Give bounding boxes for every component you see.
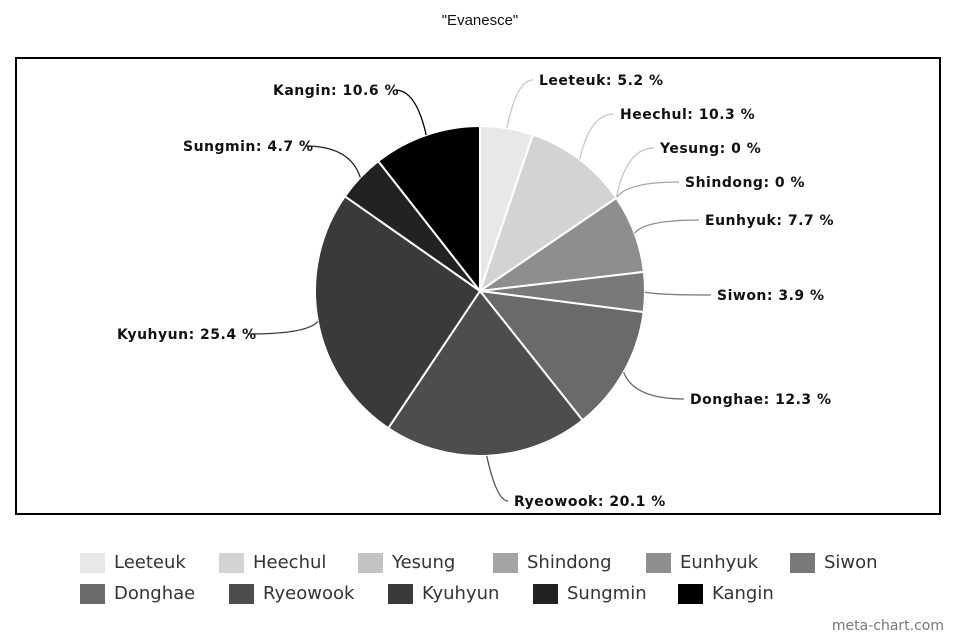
- legend-label: Siwon: [824, 552, 878, 573]
- legend-item-shindong[interactable]: Shindong: [493, 552, 646, 573]
- legend-item-heechul[interactable]: Heechul: [219, 552, 358, 573]
- connector-siwon: [644, 291, 712, 296]
- legend-row: Leeteuk Heechul Yesung Shindong Eunhyuk Siwon: [80, 547, 940, 578]
- legend-item-kangin[interactable]: Kangin: [678, 583, 778, 604]
- legend-label: Kangin: [712, 583, 774, 604]
- data-label-kangin: Kangin: 10.6 %: [273, 83, 399, 99]
- connector-shindong: [615, 181, 680, 199]
- data-label-ryeowook: Ryeowook: 20.1 %: [514, 494, 666, 510]
- legend-swatch: [229, 583, 254, 604]
- connector-ryeowook: [486, 455, 509, 502]
- data-label-heechul: Heechul: 10.3 %: [620, 107, 755, 123]
- watermark: meta-chart.com: [831, 618, 944, 634]
- pie-chart: Leeteuk: 5.2 % Heechul: 10.3 % Yesung: 0 %…: [117, 73, 834, 510]
- legend-item-donghae[interactable]: Donghae: [80, 583, 229, 604]
- legend-swatch: [80, 552, 105, 573]
- data-label-sungmin: Sungmin: 4.7 %: [183, 139, 314, 155]
- legend: Leeteuk Heechul Yesung Shindong Eunhyuk Siwon…: [80, 547, 940, 609]
- legend-swatch: [80, 583, 105, 604]
- legend-label: Yesung: [392, 552, 456, 573]
- legend-item-yesung[interactable]: Yesung: [358, 552, 493, 573]
- legend-swatch: [219, 552, 244, 573]
- legend-label: Leeteuk: [114, 552, 186, 573]
- legend-item-ryeowook[interactable]: Ryeowook: [229, 583, 388, 604]
- connector-yesung: [615, 147, 655, 199]
- chart-title: "Evanesce": [441, 12, 519, 29]
- legend-label: Kyuhyun: [422, 583, 500, 604]
- connector-kyuhyun: [247, 320, 319, 335]
- legend-swatch: [646, 552, 671, 573]
- legend-item-sungmin[interactable]: Sungmin: [533, 583, 678, 604]
- connector-heechul: [579, 113, 615, 160]
- legend-item-eunhyuk[interactable]: Eunhyuk: [646, 552, 790, 573]
- legend-label: Eunhyuk: [680, 552, 759, 573]
- legend-item-leeteuk[interactable]: Leeteuk: [80, 552, 219, 573]
- legend-label: Sungmin: [567, 583, 647, 604]
- legend-swatch: [678, 583, 703, 604]
- pie-slice-kangin: [376, 124, 481, 294]
- legend-swatch: [790, 552, 815, 573]
- legend-item-siwon[interactable]: Siwon: [790, 552, 890, 573]
- legend-swatch: [493, 552, 518, 573]
- pie-slice-donghae: [477, 289, 645, 422]
- connector-kangin: [395, 89, 427, 136]
- legend-swatch: [388, 583, 413, 604]
- data-label-kyuhyun: Kyuhyun: 25.4 %: [117, 327, 257, 343]
- data-label-donghae: Donghae: 12.3 %: [690, 392, 832, 408]
- legend-row: Donghae Ryeowook Kyuhyun Sungmin Kangin: [80, 578, 940, 609]
- connector-eunhyuk: [634, 219, 700, 234]
- data-label-leeteuk: Leeteuk: 5.2 %: [539, 73, 664, 89]
- legend-label: Donghae: [114, 583, 196, 604]
- data-label-eunhyuk: Eunhyuk: 7.7 %: [705, 213, 834, 229]
- legend-item-kyuhyun[interactable]: Kyuhyun: [388, 583, 533, 604]
- pie-slice-kyuhyun: [314, 194, 482, 430]
- legend-label: Heechul: [253, 552, 327, 573]
- connector-sungmin: [305, 145, 361, 178]
- chart-frame: Leeteuk: 5.2 % Heechul: 10.3 % Yesung: 0 %…: [15, 57, 941, 515]
- legend-swatch: [358, 552, 383, 573]
- connector-leeteuk: [506, 79, 534, 129]
- data-label-yesung: Yesung: 0 %: [659, 141, 761, 157]
- data-label-siwon: Siwon: 3.9 %: [717, 288, 825, 304]
- connector-donghae: [623, 371, 685, 400]
- legend-swatch: [533, 583, 558, 604]
- legend-label: Shindong: [527, 552, 612, 573]
- data-label-shindong: Shindong: 0 %: [685, 175, 805, 191]
- legend-label: Ryeowook: [263, 583, 355, 604]
